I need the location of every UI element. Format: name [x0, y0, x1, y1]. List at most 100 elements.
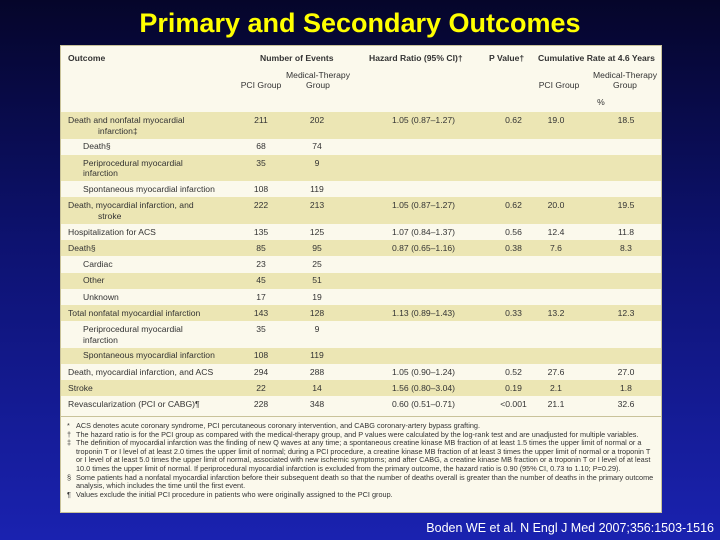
cell-medical-events: 9: [314, 157, 320, 168]
cell-cum-medical: 12.3: [617, 307, 635, 318]
table-row: Death, myocardial infarction, and ACS 294…: [61, 364, 661, 380]
row-label: Revascularization (PCI or CABG)¶: [68, 399, 200, 410]
cell-pci-events: 108: [253, 350, 269, 361]
cell-pci-events: 35: [256, 157, 266, 168]
cell-cum-pci: 21.1: [547, 399, 565, 410]
row-label: Unknown: [83, 292, 119, 303]
table-row: Death and nonfatal myocardial infarction‡…: [61, 112, 661, 139]
cell-medical-events: 202: [309, 115, 325, 125]
table-row: Death, myocardial infarction, and stroke 2…: [61, 197, 661, 224]
table-row: Periprocedural myocardial infarction 35 9: [61, 154, 661, 182]
row-label-line: Death§: [68, 242, 96, 253]
cell-pci-events: 68: [256, 141, 266, 152]
cell-cum-pci: 20.0: [547, 200, 565, 211]
row-label: Death and nonfatal myocardial infarction‡: [68, 115, 185, 136]
footnote: * ACS denotes acute coronary syndrome, PC…: [67, 421, 655, 431]
cell-medical-events: 9: [314, 324, 320, 335]
table-row: Spontaneous myocardial infarction 108 119: [61, 181, 661, 197]
row-label-line: Death and nonfatal myocardial: [68, 115, 185, 125]
cell-p-value: 0.62: [505, 200, 522, 211]
table-row: Spontaneous myocardial infarction 108 119: [61, 347, 661, 364]
row-label-line: infarction‡: [98, 125, 138, 136]
cell-medical-events: 119: [310, 184, 324, 195]
footnote-mark: †: [67, 429, 72, 439]
row-label: Periprocedural myocardial infarction: [83, 158, 183, 179]
header-hazard-ratio: Hazard Ratio (95% CI)†: [369, 53, 463, 63]
row-label-line: Other: [83, 275, 105, 286]
footnote-mark: *: [67, 421, 70, 430]
cell-hazard-ratio: 1.05 (0.90–1.24): [391, 366, 456, 377]
table-row: Total nonfatal myocardial infarction 143 1…: [61, 304, 661, 322]
cell-cum-pci: 7.6: [550, 242, 562, 253]
cell-pci-events: 22: [256, 382, 266, 393]
header-cum-medical-therapy: Medical-Therapy: [593, 70, 657, 80]
footnote: † The hazard ratio is for the PCI group a…: [67, 429, 655, 440]
cell-pci-events: 45: [256, 275, 266, 286]
footnote-mark: ‡: [67, 438, 72, 448]
row-label-line: Periprocedural myocardial: [83, 324, 183, 335]
cell-medical-events: 213: [309, 200, 325, 211]
cell-cum-pci: 12.4: [547, 226, 565, 237]
row-label-line: Death§: [83, 141, 111, 152]
cell-pci-events: 294: [253, 366, 269, 377]
row-label-line: Spontaneous myocardial infarction: [83, 350, 215, 361]
cell-hazard-ratio: 1.07 (0.84–1.37): [391, 226, 456, 237]
cell-p-value: <0.001: [500, 399, 527, 410]
row-label: Cardiac: [83, 259, 113, 270]
header-cumulative-rate: Cumulative Rate at 4.6 Years: [538, 53, 655, 63]
cell-pci-events: 143: [253, 307, 269, 318]
cell-pci-events: 222: [253, 200, 269, 211]
row-label-line: Revascularization (PCI or CABG)¶: [68, 399, 200, 410]
footnote: ¶ Values exclude the initial PCI procedur…: [67, 489, 655, 500]
header-percent: %: [597, 97, 605, 107]
slide-title: Primary and Secondary Outcomes: [139, 8, 581, 38]
cell-medical-events: 348: [309, 399, 325, 410]
header-medical-group: Group: [306, 80, 330, 90]
row-label-line: Spontaneous myocardial infarction: [83, 184, 215, 195]
cell-cum-medical: 18.5: [617, 115, 635, 125]
cell-cum-medical: 1.8: [620, 382, 632, 393]
table-row: Other 45 51: [61, 272, 661, 289]
header-number-of-events: Number of Events: [260, 53, 334, 63]
footnote-text: The definition of myocardial infarction …: [76, 438, 651, 473]
table-header: Outcome Number of Events Hazard Ratio (9…: [61, 46, 661, 113]
table-row: Unknown 17 19: [61, 289, 661, 305]
footnote-text: The hazard ratio is for the PCI group as…: [76, 429, 639, 439]
cell-medical-events: 288: [309, 366, 325, 377]
row-label: Hospitalization for ACS: [68, 227, 156, 238]
row-label: Death, myocardial infarction, and stroke: [68, 200, 194, 221]
row-label: Death, myocardial infarction, and ACS: [68, 367, 213, 378]
cell-cum-pci: 19.0: [547, 115, 565, 125]
cell-hazard-ratio: 1.05 (0.87–1.27): [391, 200, 456, 211]
row-label-line: Total nonfatal myocardial infarction: [68, 307, 201, 318]
row-label-line: infarction: [83, 334, 118, 345]
cell-hazard-ratio: 1.13 (0.89–1.43): [391, 307, 456, 318]
table-row: Revascularization (PCI or CABG)¶ 228 348 0.…: [61, 396, 661, 412]
cell-cum-medical: 8.3: [620, 242, 632, 253]
cell-medical-events: 51: [312, 275, 322, 286]
cell-hazard-ratio: 0.60 (0.51–0.71): [391, 399, 456, 410]
cell-p-value: 0.52: [505, 366, 522, 377]
row-label: Spontaneous myocardial infarction: [83, 350, 215, 361]
row-label-line: Periprocedural myocardial: [83, 157, 183, 168]
cell-medical-events: 119: [310, 350, 324, 361]
cell-cum-pci: 2.1: [550, 382, 562, 393]
cell-cum-medical: 32.6: [617, 399, 635, 410]
header-pci-group: PCI Group: [240, 80, 282, 90]
row-label: Death§: [68, 243, 96, 254]
cell-pci-events: 135: [253, 226, 269, 237]
cell-medical-events: 74: [312, 141, 322, 152]
footnote-text: Values exclude the initial PCI procedure…: [76, 489, 393, 499]
row-label-line: infarction: [83, 168, 118, 179]
cell-medical-events: 19: [312, 291, 322, 302]
footnote-mark: §: [67, 472, 72, 482]
footnote-mark: ¶: [67, 489, 71, 499]
row-label: Periprocedural myocardial infarction: [83, 324, 183, 345]
table-row: Death§ 68 74: [61, 139, 661, 155]
cell-medical-events: 128: [309, 307, 325, 318]
table-row: Hospitalization for ACS 135 125 1.07 (0.84–…: [61, 224, 661, 240]
cell-medical-events: 25: [312, 259, 322, 270]
table-row: Stroke 22 14 1.56 (0.80–3.04) 0.19 2.1 1.8: [61, 380, 661, 397]
row-label-line: Cardiac: [83, 259, 113, 270]
cell-hazard-ratio: 0.87 (0.65–1.16): [391, 242, 456, 253]
